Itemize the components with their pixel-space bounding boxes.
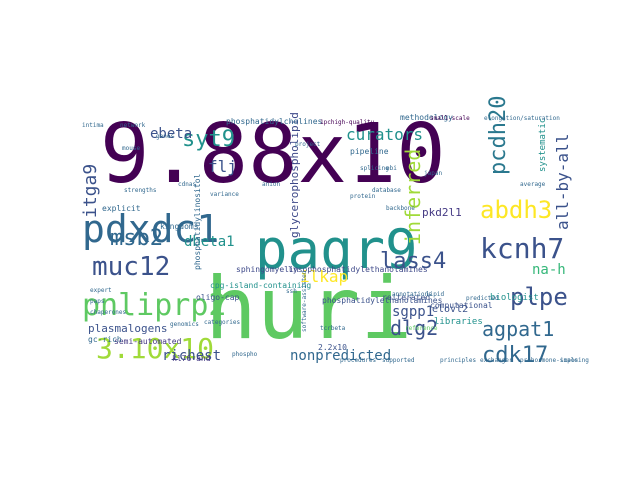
cloud-word: sgpp1 <box>392 304 434 320</box>
cloud-word: all-by-all <box>553 134 572 230</box>
cloud-word: reference <box>405 325 438 332</box>
cloud-word: expert <box>90 287 112 294</box>
cloud-word: procedures <box>340 357 377 364</box>
cloud-word: imposing <box>560 357 589 364</box>
cloud-word: systematic <box>538 118 548 172</box>
cloud-word: na-h <box>532 262 566 278</box>
cloud-word: chaperones <box>90 309 127 316</box>
cloud-word: pipeline <box>350 147 389 156</box>
cloud-word: pcdh20 <box>486 96 511 175</box>
cloud-word: predicted <box>466 295 499 302</box>
cloud-word: dlg2 <box>390 316 438 340</box>
cloud-word: lass4 <box>380 249 446 274</box>
cloud-word: biologist <box>490 293 539 303</box>
cloud-word: genomics <box>170 321 199 328</box>
cloud-word: kingdoms <box>160 222 199 231</box>
cloud-word: principles <box>440 357 477 364</box>
cloud-word: pnliprp2 <box>82 288 227 323</box>
cloud-word: methodology <box>400 113 453 122</box>
cloud-word: paps <box>90 298 105 305</box>
cloud-word: flj <box>208 157 237 176</box>
cloud-word: cpg-island-containing <box>210 281 311 290</box>
cloud-word: software-assisted <box>301 270 308 332</box>
cloud-word: phospho <box>232 351 258 358</box>
cloud-word: nonpredicted <box>290 348 391 364</box>
cloud-word: 9.88x10 <box>100 107 446 202</box>
cloud-word: splicing <box>360 165 389 172</box>
cloud-word: database <box>372 187 401 194</box>
cloud-word: plpe <box>510 283 568 311</box>
cloud-word: libraries <box>434 317 483 327</box>
cloud-word: tcrbeta <box>320 325 346 332</box>
cloud-word: ssh <box>286 288 297 295</box>
cloud-word: genes <box>156 133 174 140</box>
cloud-word: computational <box>430 301 493 310</box>
cloud-word: 2.2x10 <box>318 343 347 352</box>
cloud-word: phosphatidylcholines <box>226 117 323 126</box>
cloud-word: reiterated <box>382 293 430 302</box>
cloud-word: supported <box>382 357 415 364</box>
cloud-word: muc12 <box>92 252 170 282</box>
cloud-word: annotations <box>392 291 432 298</box>
cloud-word: phosphatidylinositol <box>193 173 202 270</box>
cloud-word: ilkap <box>300 267 348 286</box>
cloud-word: cdk17 <box>482 343 548 368</box>
cloud-word: network <box>120 122 146 129</box>
cloud-word: richest <box>162 348 221 364</box>
cloud-word: pkd2l1 <box>422 206 462 219</box>
cloud-word: small-scale <box>430 115 470 122</box>
cloud-word: curators <box>346 125 423 144</box>
cloud-word: 1pchigh-quality <box>320 119 375 126</box>
cloud-word: prohormone-scale <box>520 357 578 364</box>
cloud-word: intima <box>82 122 104 129</box>
cloud-word: phosphatidylethanolamines <box>322 296 443 305</box>
cloud-word: anion <box>262 181 280 188</box>
cloud-word: mouse <box>122 145 140 152</box>
cloud-word: cdnas <box>178 181 196 188</box>
cloud-word: semi-automated <box>114 337 182 346</box>
cloud-word: glycerophospholipid <box>288 112 301 238</box>
cloud-word: kl76-and <box>172 354 211 363</box>
cloud-word: msb2 <box>110 226 163 251</box>
cloud-word: backbone <box>386 205 415 212</box>
cloud-word: kcnh7 <box>480 232 564 265</box>
cloud-word: oligo-cap <box>196 293 240 302</box>
cloud-word: lysophosphatidylethanolamines <box>288 265 428 274</box>
cloud-word: japan <box>424 170 442 177</box>
cloud-word: explicit <box>102 204 141 213</box>
cloud-word: huri <box>205 259 412 359</box>
cloud-word: abdh3 <box>480 196 552 224</box>
cloud-word: protein <box>350 193 376 200</box>
cloud-word: agpat1 <box>482 317 554 341</box>
cloud-word: gc-rich <box>88 335 122 344</box>
cloud-word: elongation/saturation <box>484 115 560 122</box>
cloud-word: pdxdc1 <box>82 207 219 251</box>
cloud-word: exchanger <box>480 357 513 364</box>
cloud-word: ebeta <box>150 126 192 142</box>
cloud-word: paqr9 <box>255 218 418 281</box>
cloud-word: strengths <box>124 187 157 194</box>
cloud-word: elovl2 <box>432 304 468 315</box>
cloud-word: syt9 <box>182 127 235 152</box>
cloud-word: ebi <box>386 165 397 172</box>
cloud-word: plasmalogens <box>88 322 167 335</box>
cloud-word: categories <box>204 319 241 326</box>
cloud-word: variance <box>210 191 239 198</box>
cloud-word: dbeta1 <box>184 234 235 250</box>
cloud-word: lipid <box>426 291 444 298</box>
cloud-word: itga9 <box>80 164 101 218</box>
cloud-word: 3.10x10 <box>96 332 214 365</box>
cloud-word: average <box>520 181 546 188</box>
cloud-word: project <box>295 141 321 148</box>
cloud-word: sphingomyelin <box>236 265 299 274</box>
cloud-word: inferred <box>401 149 425 245</box>
